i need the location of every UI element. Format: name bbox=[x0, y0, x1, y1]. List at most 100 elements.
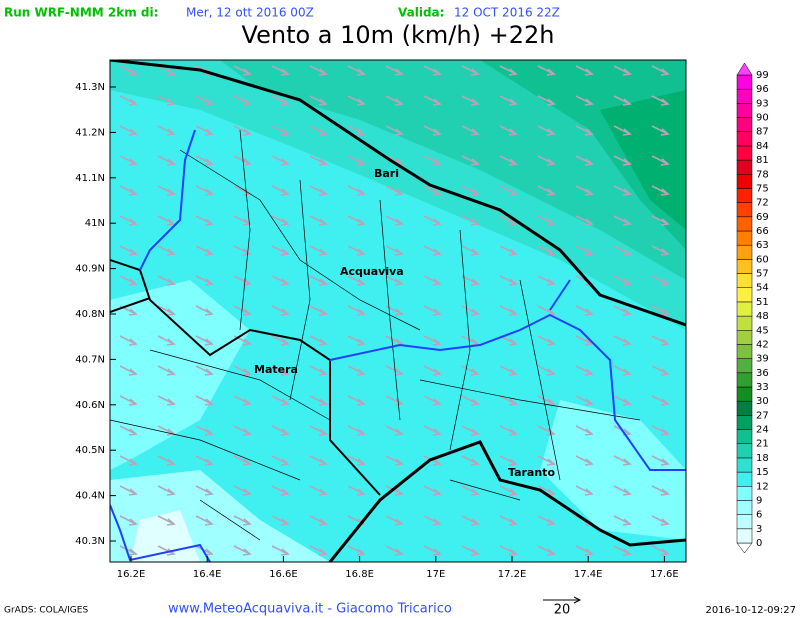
colorbar-bin bbox=[736, 358, 753, 374]
place-label: Matera bbox=[254, 363, 298, 376]
colorbar-bin bbox=[736, 330, 753, 345]
colorbar-bin bbox=[736, 514, 753, 530]
lat-label: 41.3N bbox=[75, 82, 105, 93]
colorbar-label: 78 bbox=[756, 169, 769, 180]
colorbar-label: 66 bbox=[756, 226, 769, 237]
colorbar-bin bbox=[736, 273, 753, 288]
colorbar-label: 9 bbox=[756, 495, 762, 506]
colorbar-label: 63 bbox=[756, 240, 769, 251]
lon-label: 16.2E bbox=[117, 569, 146, 580]
colorbar-bin bbox=[736, 145, 753, 161]
colorbar-label: 6 bbox=[756, 510, 762, 521]
software-credit: GrADS: COLA/IGES bbox=[4, 606, 88, 616]
lat-label: 40.8N bbox=[75, 309, 105, 320]
colorbar-label: 21 bbox=[756, 439, 769, 450]
colorbar-label: 90 bbox=[756, 113, 769, 124]
colorbar-bin bbox=[736, 471, 753, 487]
lon-label: 17.2E bbox=[498, 569, 527, 580]
colorbar-label: 51 bbox=[756, 297, 769, 308]
lat-label: 40.5N bbox=[75, 445, 105, 456]
arrow-scale: 20 bbox=[554, 603, 571, 618]
colorbar-label: 0 bbox=[756, 538, 762, 549]
lat-label: 40.4N bbox=[75, 491, 105, 502]
colorbar-label: 99 bbox=[756, 70, 769, 81]
colorbar-label: 57 bbox=[756, 269, 769, 280]
colorbar-end bbox=[736, 542, 753, 554]
colorbar-bin bbox=[736, 216, 753, 232]
colorbar-bin bbox=[736, 103, 753, 118]
colorbar-bin bbox=[736, 415, 753, 430]
colorbar-bin bbox=[736, 287, 753, 303]
colorbar-bin bbox=[736, 528, 753, 544]
lat-label: 41.2N bbox=[75, 127, 105, 138]
lon-label: 17.4E bbox=[574, 569, 603, 580]
colorbar-bin bbox=[736, 443, 753, 459]
lon-label: 16.8E bbox=[345, 569, 374, 580]
colorbar-bin bbox=[736, 202, 753, 218]
colorbar-label: 15 bbox=[756, 467, 769, 478]
colorbar-label: 87 bbox=[756, 127, 769, 138]
lon-label: 17E bbox=[426, 569, 445, 580]
colorbar-label: 81 bbox=[756, 155, 769, 166]
colorbar-bin bbox=[736, 74, 753, 90]
colorbar-bin bbox=[736, 159, 753, 175]
colorbar-end bbox=[736, 62, 753, 76]
lat-label: 40.9N bbox=[75, 264, 105, 275]
place-label: Bari bbox=[374, 167, 399, 180]
lat-label: 40.7N bbox=[75, 354, 105, 365]
lon-label: 16.6E bbox=[269, 569, 298, 580]
axes: 41.3N 41.2N 41.1N 41N 40.9N 40.8N 40.7N 40.6N 40… bbox=[75, 82, 678, 580]
colorbar-label: 27 bbox=[756, 410, 769, 421]
colorbar-label: 30 bbox=[756, 396, 769, 407]
colorbar-label: 12 bbox=[756, 481, 769, 492]
place-label: Taranto bbox=[508, 466, 555, 479]
place-label: Acquaviva bbox=[340, 265, 404, 278]
lat-label: 41N bbox=[85, 218, 105, 229]
colorbar-label: 33 bbox=[756, 382, 769, 393]
colorbar-label: 54 bbox=[756, 283, 769, 294]
colorbar-bin bbox=[736, 188, 753, 203]
colorbar-bin bbox=[736, 372, 753, 388]
run-label: Run WRF-NMM 2km di: bbox=[4, 6, 158, 20]
colorbar-label: 60 bbox=[756, 254, 769, 265]
lat-label: 41.1N bbox=[75, 173, 105, 184]
colorbar-bin bbox=[736, 174, 753, 189]
colorbar-label: 36 bbox=[756, 368, 769, 379]
colorbar-label: 39 bbox=[756, 354, 769, 365]
colorbar-label: 84 bbox=[756, 141, 769, 152]
colorbar-bin bbox=[736, 88, 753, 104]
lat-label: 40.3N bbox=[75, 536, 105, 547]
title: Vento a 10m (km/h) +22h bbox=[242, 21, 555, 49]
colorbar-label: 42 bbox=[756, 339, 769, 350]
colorbar: 0369121518212427303336394245485154576063… bbox=[736, 62, 769, 554]
colorbar-label: 45 bbox=[756, 325, 769, 336]
colorbar-label: 96 bbox=[756, 84, 769, 95]
valid-label: Valida: bbox=[398, 6, 444, 20]
colorbar-label: 48 bbox=[756, 311, 769, 322]
colorbar-bin bbox=[736, 301, 753, 317]
colorbar-bin bbox=[736, 259, 753, 274]
colorbar-bin bbox=[736, 315, 753, 331]
lon-label: 17.6E bbox=[650, 569, 679, 580]
colorbar-label: 18 bbox=[756, 453, 769, 464]
colorbar-label: 72 bbox=[756, 198, 769, 209]
colorbar-bin bbox=[736, 429, 753, 444]
colorbar-label: 93 bbox=[756, 98, 769, 109]
colorbar-label: 69 bbox=[756, 212, 769, 223]
colorbar-label: 3 bbox=[756, 524, 762, 535]
colorbar-bin bbox=[736, 457, 753, 473]
map bbox=[110, 60, 686, 562]
scale-arrow-head bbox=[573, 596, 582, 604]
colorbar-bin bbox=[736, 117, 753, 132]
colorbar-bin bbox=[736, 400, 753, 416]
colorbar-bin bbox=[736, 244, 753, 260]
colorbar-bin bbox=[736, 386, 753, 402]
colorbar-bin bbox=[736, 486, 753, 501]
map-frame bbox=[109, 59, 687, 563]
lon-label: 16.4E bbox=[193, 569, 222, 580]
colorbar-bin bbox=[736, 344, 753, 359]
timestamp: 2016-10-12-09:27 bbox=[705, 605, 796, 616]
site-credit: www.MeteoAcquaviva.it - Giacomo Tricaric… bbox=[168, 602, 452, 617]
colorbar-label: 75 bbox=[756, 183, 769, 194]
